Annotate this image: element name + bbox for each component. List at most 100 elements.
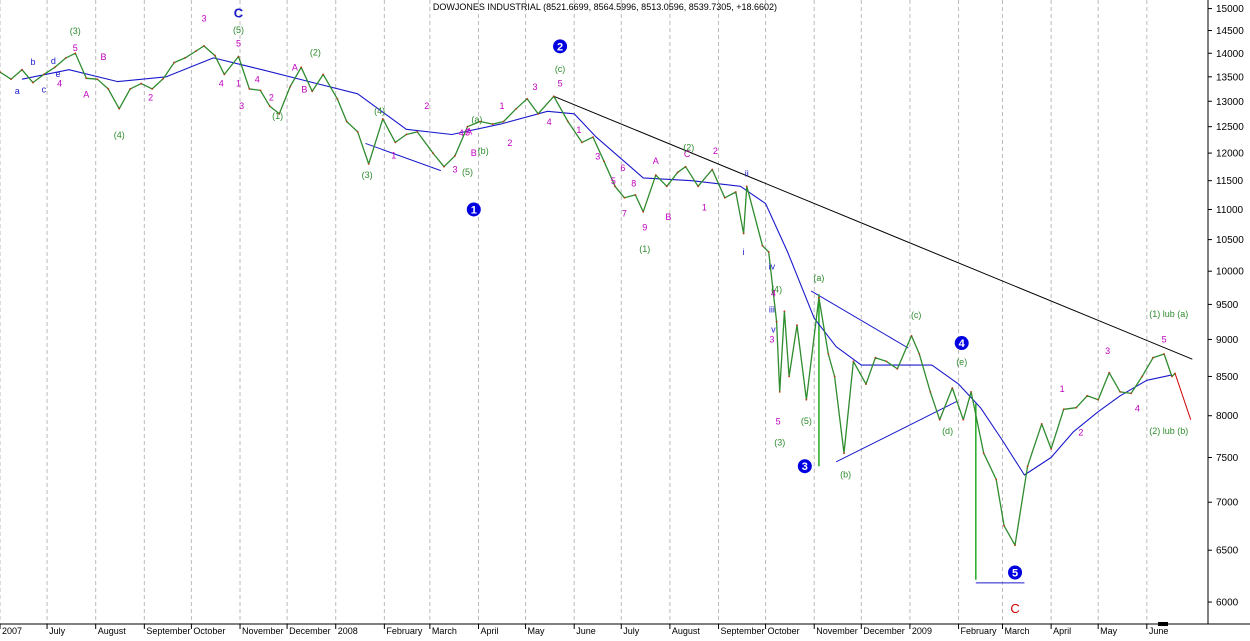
x-tick-label: May [528,626,546,636]
price-point [311,90,314,93]
price-point [634,194,637,196]
wave-label: 4 [57,78,62,88]
price-point [248,88,251,90]
wave-label: (a) [813,273,824,283]
price-point [711,168,714,171]
x-tick-label: 2007 [2,626,22,636]
price-point [1026,465,1029,468]
price-point [140,82,143,85]
circled-wave-label: 4 [959,338,966,350]
price-point [443,165,445,168]
price-point [432,152,434,155]
price-point [32,81,34,84]
wave-label: (4) [374,106,385,116]
y-tick-label: 15000 [1216,4,1244,15]
circled-wave-label: 5 [1012,568,1018,580]
wave-label: (2) [683,142,694,152]
wave-label: v [771,324,776,334]
price-point [1108,371,1111,374]
x-tick-label: August [98,626,127,636]
x-tick-label: February [386,626,423,636]
price-point [1152,356,1154,359]
price-point [552,95,555,98]
price-point [85,77,88,80]
price-point [874,356,877,359]
price-point [10,78,12,81]
price-point [929,390,932,393]
wave-label: 4 [547,117,552,127]
price-point [0,71,1,73]
wave-label: 8 [631,178,636,188]
wave-label: C [684,149,691,159]
wave-label: c [42,84,47,94]
wave-label: 3 [239,101,244,111]
price-point [466,125,469,128]
y-tick-label: 11000 [1216,205,1244,216]
y-tick-label: 14500 [1216,26,1244,37]
y-tick-label: 13500 [1216,72,1244,83]
price-point [623,196,626,199]
x-tick-label: March [432,626,457,636]
y-tick-label: 11500 [1216,176,1244,187]
wave-label: 2 [1078,427,1083,437]
price-point [203,45,205,47]
y-axis: 15000 14500 14000 13500 13000 12500 12000 11500… [1207,0,1244,624]
circled-wave-label: 3 [802,461,808,473]
wave-label: 1 [391,151,396,161]
price-point [796,324,798,327]
price-point [1014,544,1016,547]
price-point [592,136,594,139]
wave-label: 1 [1060,384,1065,394]
x-tick-label: 2008 [338,626,358,636]
price-point [761,244,764,247]
y-tick-label: 7000 [1216,498,1239,509]
price-point [1086,394,1089,397]
circled-wave-marker [1008,565,1023,580]
x-tick-label: December [863,626,905,636]
wave-label: (3) [774,438,785,448]
price-point [1141,375,1144,378]
wave-label: B [101,52,107,62]
x-tick-label: June [576,626,596,636]
wave-label: 1 [500,101,505,111]
price-point [345,120,348,123]
wave-label: (3) [362,170,373,180]
wave-label: 5 [73,43,78,53]
wave-label: 7 [622,209,627,219]
wave-label: 3 [532,82,537,92]
price-point [734,191,737,193]
circled-wave-label: 1 [471,204,477,216]
wave-label: 3 [452,164,457,174]
price-point [745,185,748,188]
wave-label: i [743,247,745,257]
wave-label: 5 [465,128,470,138]
price-point [237,55,240,58]
y-tick-label: 6500 [1216,546,1239,557]
price-point [322,73,325,76]
price-point [654,174,657,176]
price-point [491,123,494,125]
wave-label: 5 [558,78,563,88]
price-point [982,452,985,455]
y-tick-label: 10000 [1216,267,1244,278]
x-tick-label: July [49,626,66,636]
x-tick-label: April [480,626,498,636]
price-point [1130,392,1133,395]
y-tick-label: 6000 [1216,598,1239,609]
price-point [581,141,583,144]
wave-label: e [56,69,61,79]
price-point [479,120,481,123]
wave-label: A [83,89,89,99]
price-point [805,398,808,401]
price-point [788,375,791,378]
wave-label: B [234,0,243,3]
wave-label: (5) [233,25,244,35]
vertical-marker-bars [818,294,977,580]
circled-wave-marker [797,459,812,474]
price-point [665,185,668,188]
circled-wave-label: 2 [557,41,563,53]
x-tick-label: November [816,626,858,636]
x-tick-label: March [1004,626,1029,636]
y-tick-label: 10500 [1216,235,1244,246]
